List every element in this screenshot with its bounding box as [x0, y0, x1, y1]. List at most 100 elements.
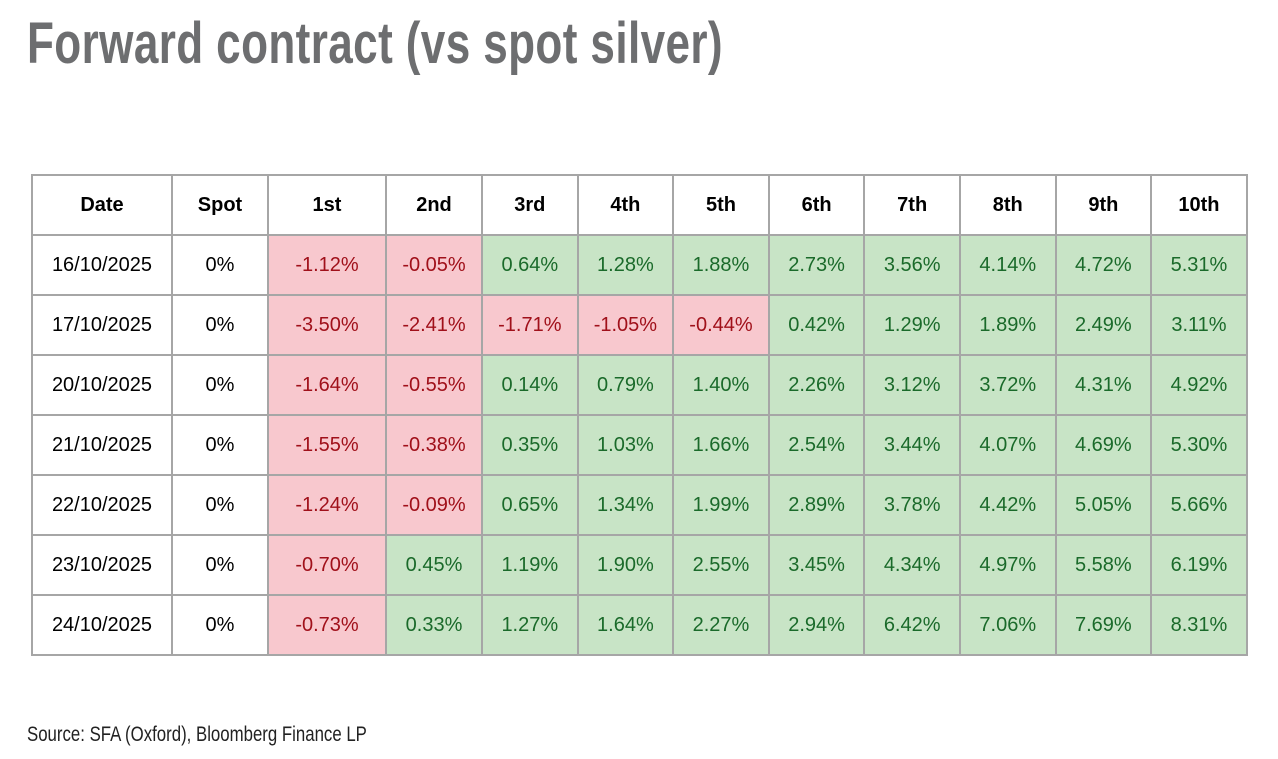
value-cell: 3.72%: [958, 354, 1057, 416]
header-cell: 7th: [863, 174, 961, 236]
value-cell: 3.45%: [767, 534, 866, 596]
header-cell: 3rd: [481, 174, 579, 236]
value-cell: -0.09%: [385, 474, 483, 536]
value-cell: 2.55%: [672, 534, 770, 596]
value-cell: 1.99%: [672, 474, 770, 536]
value-cell: 2.26%: [767, 354, 866, 416]
table-row: 23/10/2025 0% -0.70% 0.45% 1.19% 1.90% 2.55% 3.…: [31, 534, 1248, 596]
value-cell: 0.14%: [481, 354, 579, 416]
value-cell: 0.45%: [385, 534, 483, 596]
value-cell: 0.42%: [767, 294, 866, 356]
value-cell: 5.58%: [1054, 534, 1153, 596]
value-cell: 0.79%: [576, 354, 675, 416]
table-row: 16/10/2025 0% -1.12% -0.05% 0.64% 1.28% 1.88% 2…: [31, 234, 1248, 296]
value-cell: 4.97%: [958, 534, 1057, 596]
value-cell: 3.12%: [863, 354, 961, 416]
value-cell: -1.64%: [267, 354, 387, 416]
header-cell: 1st: [267, 174, 387, 236]
value-cell: 0.64%: [481, 234, 579, 296]
value-cell: 6.42%: [863, 594, 961, 656]
value-cell: -0.38%: [385, 414, 483, 476]
value-cell: -1.71%: [481, 294, 579, 356]
value-cell: -3.50%: [267, 294, 387, 356]
date-cell: 21/10/2025: [31, 414, 173, 476]
value-cell: 4.14%: [958, 234, 1057, 296]
value-cell: -1.05%: [576, 294, 675, 356]
value-cell: 1.64%: [576, 594, 675, 656]
value-cell: -1.55%: [267, 414, 387, 476]
header-cell: 2nd: [385, 174, 483, 236]
value-cell: 4.07%: [958, 414, 1057, 476]
value-cell: 2.89%: [767, 474, 866, 536]
header-cell: 9th: [1054, 174, 1153, 236]
value-cell: 7.06%: [958, 594, 1057, 656]
header-cell: 8th: [958, 174, 1057, 236]
title: Forward contract (vs spot silver): [27, 11, 723, 76]
date-cell: 23/10/2025: [31, 534, 173, 596]
value-cell: 5.66%: [1150, 474, 1248, 536]
value-cell: 4.34%: [863, 534, 961, 596]
value-cell: 0%: [171, 414, 269, 476]
value-cell: -2.41%: [385, 294, 483, 356]
value-cell: 3.78%: [863, 474, 961, 536]
value-cell: 8.31%: [1150, 594, 1248, 656]
value-cell: -1.12%: [267, 234, 387, 296]
value-cell: 3.11%: [1150, 294, 1248, 356]
value-cell: 0%: [171, 594, 269, 656]
value-cell: 7.69%: [1054, 594, 1153, 656]
header-cell: Spot: [171, 174, 269, 236]
header-cell: 6th: [767, 174, 866, 236]
header-cell: Date: [31, 174, 173, 236]
value-cell: 2.73%: [767, 234, 866, 296]
table-row: 24/10/2025 0% -0.73% 0.33% 1.27% 1.64% 2.27% 2.…: [31, 594, 1248, 656]
value-cell: -0.73%: [267, 594, 387, 656]
value-cell: 1.40%: [672, 354, 770, 416]
header-cell: 4th: [576, 174, 675, 236]
header-cell: 5th: [672, 174, 770, 236]
value-cell: 1.29%: [863, 294, 961, 356]
value-cell: 3.44%: [863, 414, 961, 476]
value-cell: 1.28%: [576, 234, 675, 296]
value-cell: 0%: [171, 354, 269, 416]
value-cell: -0.70%: [267, 534, 387, 596]
value-cell: 0.35%: [481, 414, 579, 476]
value-cell: 3.56%: [863, 234, 961, 296]
value-cell: 1.34%: [576, 474, 675, 536]
value-cell: 0%: [171, 294, 269, 356]
value-cell: 5.31%: [1150, 234, 1248, 296]
value-cell: 2.49%: [1054, 294, 1153, 356]
value-cell: 5.05%: [1054, 474, 1153, 536]
table-row: 22/10/2025 0% -1.24% -0.09% 0.65% 1.34% 1.99% 2…: [31, 474, 1248, 536]
table-row: 20/10/2025 0% -1.64% -0.55% 0.14% 0.79% 1.40% 2…: [31, 354, 1248, 416]
value-cell: 1.03%: [576, 414, 675, 476]
date-cell: 17/10/2025: [31, 294, 173, 356]
date-cell: 22/10/2025: [31, 474, 173, 536]
value-cell: 4.42%: [958, 474, 1057, 536]
value-cell: -0.05%: [385, 234, 483, 296]
value-cell: 0.33%: [385, 594, 483, 656]
value-cell: 4.92%: [1150, 354, 1248, 416]
forward-table: Date Spot 1st 2nd 3rd 4th 5th 6th 7th 8th 9th 10th …: [31, 174, 1248, 656]
value-cell: 1.89%: [958, 294, 1057, 356]
value-cell: 1.19%: [481, 534, 579, 596]
value-cell: 6.19%: [1150, 534, 1248, 596]
value-cell: 0%: [171, 474, 269, 536]
value-cell: 2.54%: [767, 414, 866, 476]
value-cell: 4.72%: [1054, 234, 1153, 296]
header-cell: 10th: [1150, 174, 1248, 236]
value-cell: -0.44%: [672, 294, 770, 356]
table-body: 16/10/2025 0% -1.12% -0.05% 0.64% 1.28% 1.88% 2…: [31, 234, 1248, 656]
value-cell: 0%: [171, 534, 269, 596]
value-cell: 1.27%: [481, 594, 579, 656]
value-cell: 5.30%: [1150, 414, 1248, 476]
date-cell: 16/10/2025: [31, 234, 173, 296]
date-cell: 24/10/2025: [31, 594, 173, 656]
value-cell: 0%: [171, 234, 269, 296]
value-cell: 4.69%: [1054, 414, 1153, 476]
header-row: Date Spot 1st 2nd 3rd 4th 5th 6th 7th 8th 9th 10th: [31, 174, 1248, 236]
value-cell: 2.94%: [767, 594, 866, 656]
value-cell: 0.65%: [481, 474, 579, 536]
date-cell: 20/10/2025: [31, 354, 173, 416]
table-row: 21/10/2025 0% -1.55% -0.38% 0.35% 1.03% 1.66% 2…: [31, 414, 1248, 476]
